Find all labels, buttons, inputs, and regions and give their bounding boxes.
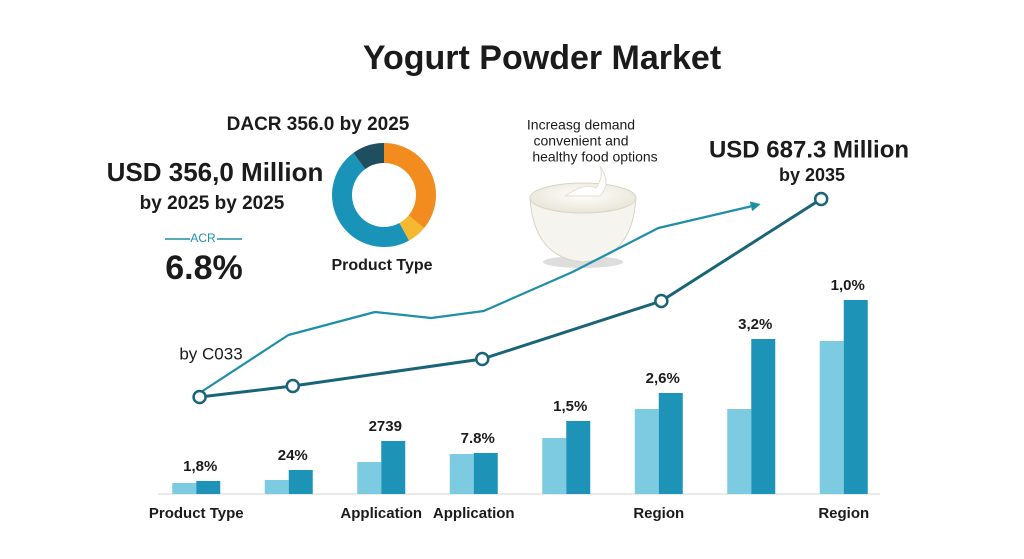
bar <box>288 470 313 494</box>
bar <box>449 454 474 494</box>
bar <box>658 393 683 494</box>
bar <box>819 341 844 494</box>
x-tick-label: Application <box>340 505 422 522</box>
title: Yogurt Powder Market <box>363 39 721 77</box>
bar <box>473 453 498 494</box>
bar <box>634 409 659 494</box>
bar-label: 1,8% <box>183 458 217 475</box>
demand-note: healthy food options <box>532 149 657 165</box>
yogurt-bowl <box>529 165 637 268</box>
demand-note: convenient and <box>534 133 629 149</box>
x-tick-label: Application <box>433 505 515 522</box>
end-value: USD 687.3 Million <box>709 136 909 163</box>
bar <box>751 339 776 494</box>
x-tick-label: Region <box>633 505 684 522</box>
donut-slice <box>384 143 436 229</box>
end-sub: by 2035 <box>779 165 845 185</box>
bar-label: 2739 <box>369 418 402 435</box>
acr-value: 6.8% <box>165 249 243 287</box>
bar <box>381 441 406 494</box>
donut-slice <box>353 143 384 170</box>
line-marker <box>813 191 829 207</box>
donut-label: Product Type <box>331 257 432 274</box>
bar-label: 7.8% <box>461 430 495 447</box>
bar <box>357 462 382 494</box>
bar <box>172 483 197 494</box>
line <box>199 197 822 399</box>
bar-label: 3,2% <box>738 316 772 333</box>
bar <box>264 480 289 494</box>
bar-label: 2,6% <box>646 370 680 387</box>
bar <box>843 300 868 494</box>
demand-note: Increasg demand <box>527 117 635 133</box>
donut-slice <box>399 215 425 241</box>
line <box>198 201 761 394</box>
bar <box>196 481 221 494</box>
line-marker <box>475 351 490 367</box>
bar-label: 1,5% <box>553 398 587 415</box>
line-start-note: by C033 <box>179 344 242 363</box>
start-sub: by 2025 by 2025 <box>140 193 285 214</box>
line-marker <box>192 389 207 405</box>
x-tick-label: Region <box>818 505 869 522</box>
x-tick-label: Product Type <box>149 505 244 522</box>
dacr-note: DACR 356.0 by 2025 <box>227 114 410 135</box>
acr-label: ACR <box>190 231 216 245</box>
donut-slice <box>332 152 410 247</box>
line-marker <box>285 378 301 394</box>
bar-label: 24% <box>278 447 308 464</box>
line-marker <box>654 293 669 309</box>
bar <box>727 409 752 494</box>
bar <box>566 421 591 494</box>
bar <box>542 438 567 494</box>
bar-label: 1,0% <box>831 277 865 294</box>
start-value: USD 356,0 Million <box>107 157 324 187</box>
